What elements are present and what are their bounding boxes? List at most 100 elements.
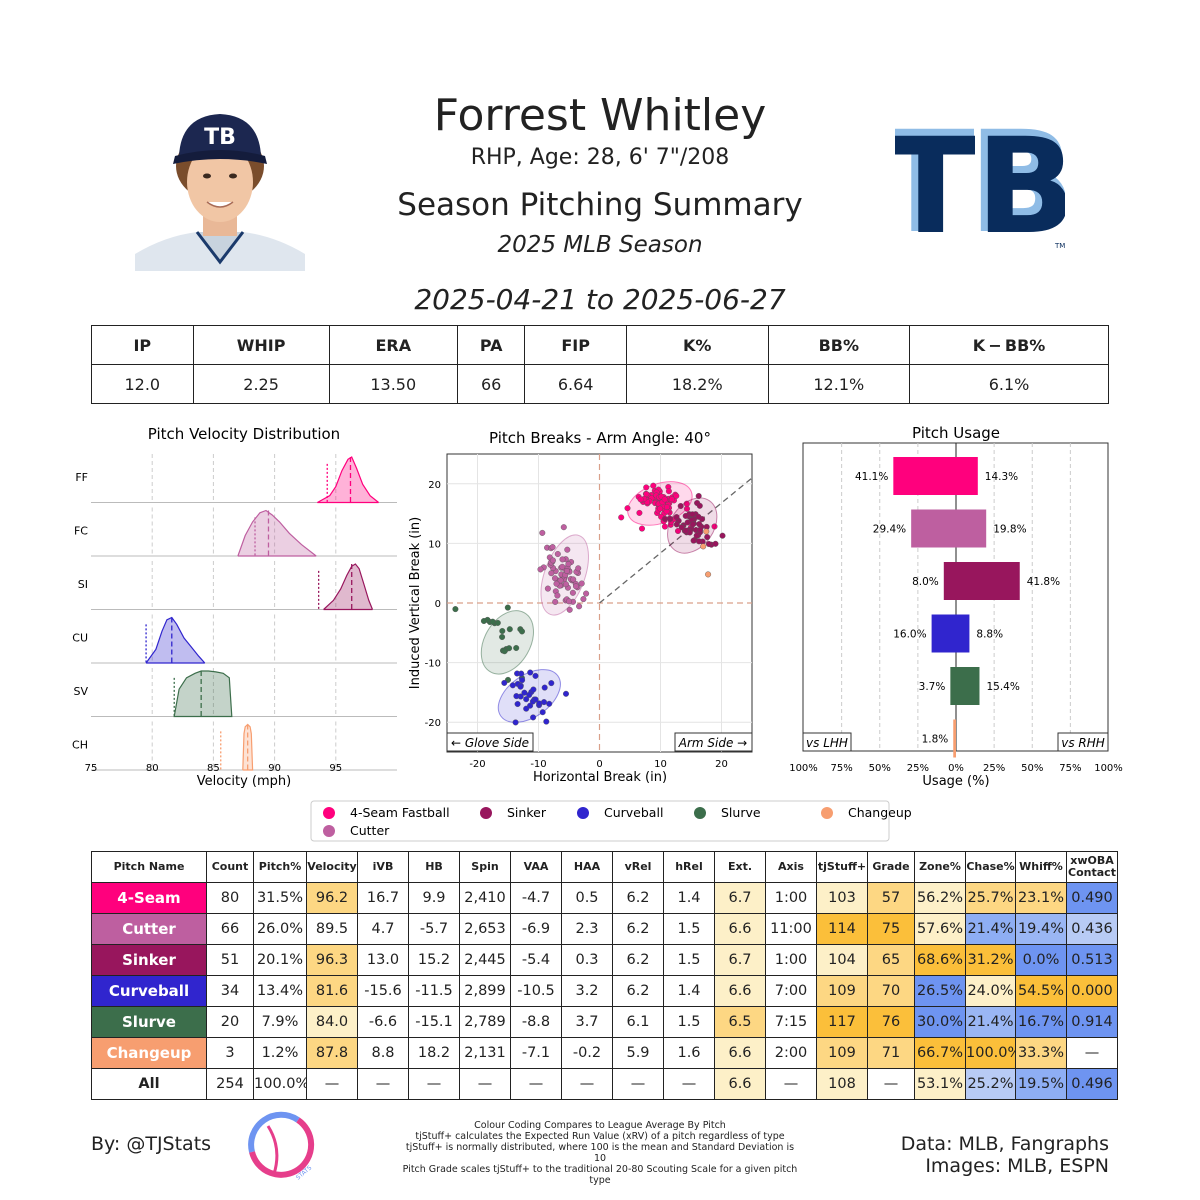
images-source: Images: MLB, ESPN <box>925 1155 1109 1177</box>
pitch-metric-cell: 6.7 <box>714 944 766 976</box>
pitch-metric-cell: 2,653 <box>459 913 511 945</box>
footer-author: By: @TJStats <box>91 1133 212 1155</box>
pitch-metric-cell: 3.7 <box>561 1006 613 1038</box>
break-point <box>512 719 519 726</box>
table-row: All 254 100.0% — — — — — — — —6.6—108—53.1% 25.2% 19… <box>91 1068 1118 1100</box>
break-point <box>564 567 571 574</box>
footer-note: Pitch Grade scales tjStuff+ to the tradi… <box>402 1164 798 1186</box>
pitch-metric-cell: 19.4% <box>1015 913 1067 945</box>
pitch-metric-cell: 1.4 <box>663 975 715 1007</box>
break-point <box>696 502 703 509</box>
legend-label: Slurve <box>721 805 761 820</box>
pitch-metric-cell: 81.6 <box>306 975 358 1007</box>
pitch-legend: 4-Seam Fastball Sinker Curveball Slurve Chan… <box>310 800 912 842</box>
pitch-table-column-header: Zone% <box>914 851 966 883</box>
usage-label-rhh: 15.4% <box>986 681 1019 693</box>
pitch-metric-cell: 6.2 <box>612 944 664 976</box>
break-point <box>541 684 548 691</box>
velocity-row-fc: FC <box>74 507 397 557</box>
pitch-name-cell: Cutter <box>91 913 207 945</box>
pitch-metric-cell: 6.6 <box>714 913 766 945</box>
pitch-metric-cell: 89.5 <box>306 913 358 945</box>
legend-item-cutter: Cutter <box>323 823 390 838</box>
velocity-distribution-chart: Pitch Velocity Distribution FF FC SI CU SV CH… <box>72 425 397 789</box>
break-point <box>637 496 644 503</box>
pitch-metric-cell: 80 <box>206 882 254 914</box>
break-point <box>661 523 668 530</box>
pitch-name-cell: Curveball <box>91 975 207 1007</box>
break-xtick-label: 10 <box>654 759 667 770</box>
pitch-metric-cell: 1:00 <box>765 882 817 914</box>
pitch-metric-cell: — <box>765 1068 817 1100</box>
break-xtick-label: 0 <box>596 759 602 770</box>
pitch-table-column-header: Spin <box>459 851 511 883</box>
break-xtick-label: -20 <box>469 759 485 770</box>
pitch-metric-cell: 18.2 <box>408 1037 460 1069</box>
stat-header: BB% <box>767 325 911 365</box>
pitch-table-column-header: Grade <box>867 851 915 883</box>
break-point <box>673 521 680 528</box>
break-point <box>636 509 643 516</box>
pitch-metric-cell: 0.490 <box>1066 882 1118 914</box>
usage-row-cutter: 29.4% 19.8% <box>873 509 1027 548</box>
usage-tick-label: 25% <box>907 763 929 774</box>
break-point <box>539 529 546 536</box>
stat-header: K − BB% <box>909 325 1109 365</box>
arm-side-box: Arm Side → <box>674 732 753 752</box>
break-point <box>662 515 669 522</box>
team-logo-shadow: TB <box>895 108 1065 258</box>
break-point <box>657 505 664 512</box>
arm-angle-line <box>599 477 753 604</box>
break-point <box>564 546 571 553</box>
break-point <box>557 577 564 584</box>
pitch-metric-cell: 0.436 <box>1066 913 1118 945</box>
break-point <box>519 628 526 635</box>
stat-header: PA <box>456 325 526 365</box>
break-point <box>668 496 675 503</box>
velocity-tick-label: 80 <box>146 763 159 774</box>
break-point <box>480 617 487 624</box>
break-point <box>566 606 573 613</box>
break-point <box>549 557 556 564</box>
pitch-metric-cell: 30.0% <box>914 1006 966 1038</box>
break-point <box>532 696 539 703</box>
pitch-metric-cell: -0.2 <box>561 1037 613 1069</box>
pitch-metric-cell: 6.6 <box>714 1068 766 1100</box>
pitch-metric-cell: 3 <box>206 1037 254 1069</box>
pitch-metric-cell: 21.4% <box>965 1006 1016 1038</box>
break-point <box>682 512 689 519</box>
pitch-table-column-header: tjStuff+ <box>816 851 868 883</box>
break-point <box>643 491 650 498</box>
legend-marker <box>480 807 492 819</box>
usage-label-lhh: 1.8% <box>922 734 949 746</box>
break-point <box>530 686 537 693</box>
stat-value: 66 <box>456 364 526 404</box>
usage-tick-label: 75% <box>1059 763 1081 774</box>
pitch-metric-cell: 75 <box>867 913 915 945</box>
legend-marker <box>577 807 589 819</box>
pitch-metric-cell: 31.2% <box>965 944 1016 976</box>
velocity-row-label: FC <box>74 524 88 537</box>
velocity-tick-label: 95 <box>329 763 342 774</box>
break-point <box>678 524 685 531</box>
pitch-metric-cell: 76 <box>867 1006 915 1038</box>
break-point <box>576 603 583 610</box>
break-point <box>566 598 573 605</box>
break-point <box>705 540 712 547</box>
pitch-metric-cell: -5.4 <box>510 944 562 976</box>
pitch-metric-cell: 2.3 <box>561 913 613 945</box>
break-point <box>624 505 631 512</box>
break-point <box>548 570 555 577</box>
stat-header: FIP <box>524 325 627 365</box>
break-point <box>563 690 570 697</box>
pitch-metric-cell: 114 <box>816 913 868 945</box>
usage-bar-rhh <box>956 562 1020 600</box>
pitch-metric-cell: 84.0 <box>306 1006 358 1038</box>
pitch-name-cell: Sinker <box>91 944 207 976</box>
velocity-row-label: CU <box>72 631 88 644</box>
stat-value: 12.0 <box>91 364 194 404</box>
legend-label: 4-Seam Fastball <box>350 805 450 820</box>
legend-label: Changeup <box>848 805 912 820</box>
break-point <box>562 581 569 588</box>
pitch-metric-cell: 87.8 <box>306 1037 358 1069</box>
